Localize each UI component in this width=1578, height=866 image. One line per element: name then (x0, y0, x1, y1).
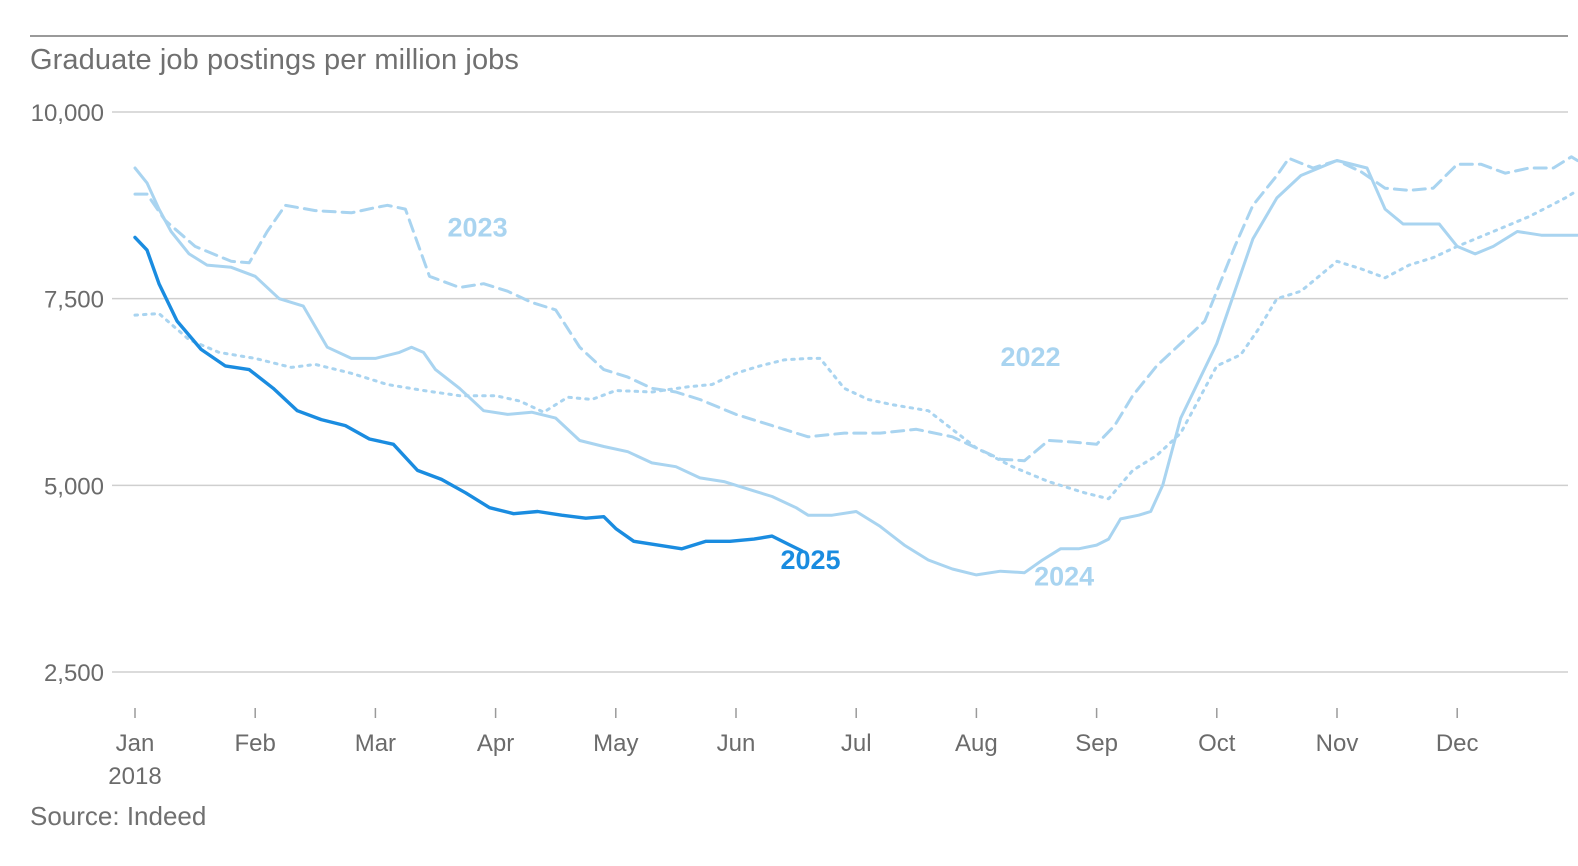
x-tick-label: Dec (1436, 730, 1479, 757)
series-labels: 2022 2023 2024 2025 (448, 213, 1095, 592)
x-tick-label: Mar (355, 730, 396, 757)
x-tick-label: Jan (116, 730, 155, 757)
top-rule (30, 35, 1568, 37)
y-tick-label: 2,500 (44, 660, 104, 687)
y-tick-label: 7,500 (44, 287, 104, 314)
x-tick-label: Oct (1198, 730, 1236, 757)
series-line-2022 (133, 188, 1578, 501)
series-label-2024: 2024 (1034, 561, 1094, 591)
x-axis: Jan 2018 Feb Mar Apr May Jun Jul Aug Sep Oct Nov Dec (108, 708, 1479, 790)
x-tick-label: Sep (1075, 730, 1118, 757)
series-line-2023 (133, 155, 1578, 463)
x-tick-label: May (593, 730, 638, 757)
series-line-2025 (133, 235, 804, 553)
x-tick-label: Aug (955, 730, 998, 757)
x-tick-sublabel: 2018 (108, 763, 161, 790)
x-tick-label: Jul (841, 730, 872, 757)
series-label-2023: 2023 (448, 213, 508, 243)
series-label-2022: 2022 (1000, 342, 1060, 372)
y-axis: 2,500 5,000 7,500 10,000 (31, 100, 104, 687)
y-tick-label: 10,000 (31, 100, 104, 127)
series-line-2024 (133, 159, 1578, 577)
series-label-2025: 2025 (780, 545, 840, 575)
x-tick-label: Apr (477, 730, 514, 757)
x-tick-label: Jun (717, 730, 756, 757)
x-tick-label: Nov (1316, 730, 1359, 757)
series-lines (133, 155, 1578, 577)
chart-title: Graduate job postings per million jobs (30, 44, 520, 76)
y-tick-label: 5,000 (44, 473, 104, 500)
x-tick-label: Feb (235, 730, 276, 757)
source-note: Source: Indeed (30, 801, 207, 831)
gridlines (112, 111, 1568, 673)
